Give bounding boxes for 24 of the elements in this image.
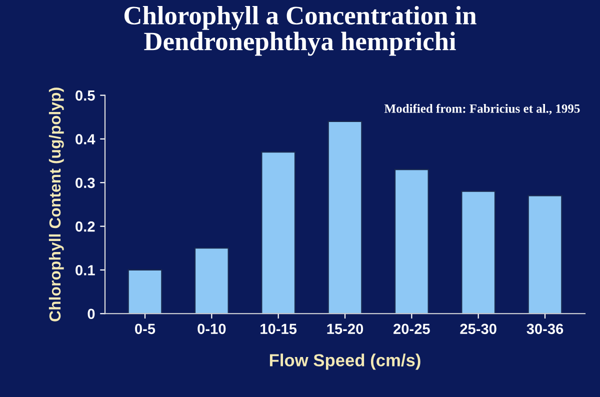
- bar: [261, 151, 296, 314]
- bar: [194, 248, 229, 314]
- chart-title: Chlorophyll a Concentration in Dendronephthya hemprichi: [124, 6, 476, 56]
- bar: [528, 195, 562, 314]
- bar: [128, 269, 162, 314]
- y-tick-label: 0.5: [76, 90, 95, 101]
- x-tick-label: 0-10: [198, 324, 226, 334]
- bar: [328, 120, 362, 314]
- x-tick-label: 25-30: [460, 324, 496, 334]
- y-tick-label: 0.4: [76, 134, 96, 144]
- x-tick-label: 0-5: [135, 324, 156, 334]
- y-tick-label: 0.1: [76, 265, 95, 276]
- x-tick-label: 20-25: [394, 324, 430, 334]
- x-tick-label: 10-15: [260, 324, 297, 334]
- x-tick-label: 15-20: [327, 324, 364, 334]
- x-axis-title: Flow Speed (cm/s): [270, 354, 420, 370]
- x-tick-label: 30-36: [526, 324, 564, 334]
- bar: [461, 190, 496, 314]
- annotation: Modified from: Fabricius et al., 1995: [384, 104, 580, 115]
- bar: [394, 168, 429, 314]
- y-tick-label: 0.3: [76, 178, 95, 188]
- y-tick-label: 0: [88, 308, 95, 320]
- y-axis-title: Chlorophyll Content (ug/polyp): [48, 88, 64, 322]
- y-tick-label: 0.2: [76, 221, 95, 232]
